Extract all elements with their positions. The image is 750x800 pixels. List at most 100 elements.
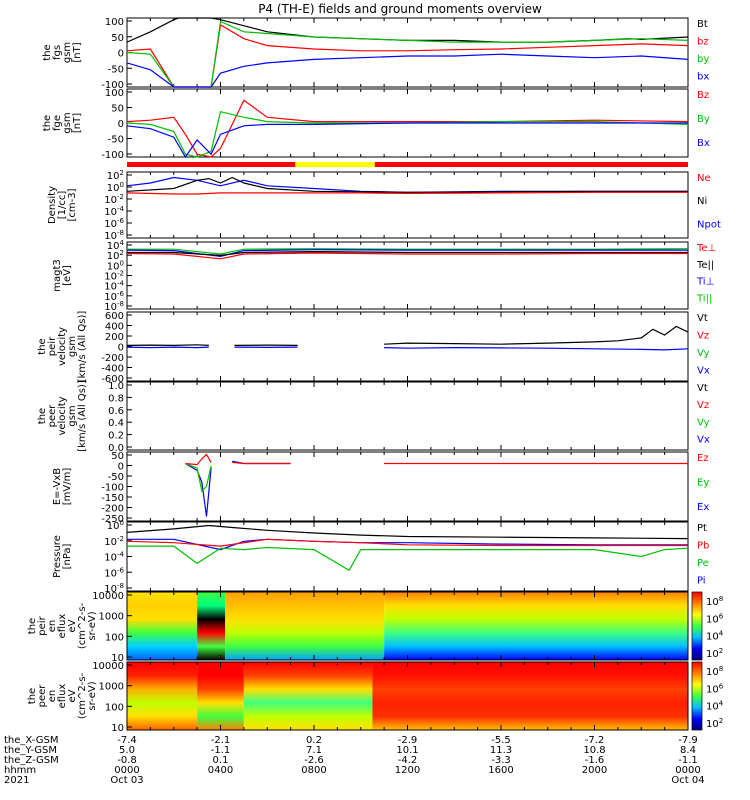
x-column-value: -1.1 xyxy=(678,755,698,766)
y-tick-label: -100 xyxy=(101,80,124,91)
x-column-value: -7.9 xyxy=(678,735,698,746)
y-tick-label: 10-2 xyxy=(104,535,124,548)
legend-item: Vy xyxy=(697,417,710,428)
series-line-Ex xyxy=(185,462,212,517)
y-tick-label: 100 xyxy=(107,519,124,532)
legend-item: Ni xyxy=(697,196,707,207)
series-line-bx xyxy=(126,53,689,88)
y-tick-label: 104 xyxy=(107,239,125,252)
legend-item: Vz xyxy=(697,400,709,411)
panel-8: 100 10-2 10-4 10-6 10-8 Pressure[nPa] Pt Pb Pe Pi xyxy=(52,519,709,595)
mode-segment xyxy=(295,162,375,167)
series-line-By xyxy=(126,110,689,158)
legend-item: Vx xyxy=(697,365,710,376)
panel-1: 100 50 0 -50 -100 thefgsgsm[nT] Bt bz by bx xyxy=(42,17,709,91)
y-tick-label: 10-2 xyxy=(104,270,124,283)
colorbar-tick-label: 104 xyxy=(706,630,724,643)
x-column-value: -7.2 xyxy=(585,735,605,746)
legend-item: by xyxy=(697,54,709,65)
legend-item: Ez xyxy=(697,453,709,464)
colorbar-tick-label: 106 xyxy=(706,612,724,625)
x-column-value: 11.3 xyxy=(490,745,512,756)
y-tick-label: -50 xyxy=(108,472,124,483)
colorbar-tick-label: 106 xyxy=(706,682,724,695)
y-tick-label: -600 xyxy=(101,374,124,385)
y-axis-label: thepeirvelocitygsm[km/s (All Qs)] xyxy=(37,311,88,383)
y-tick-label: 10-4 xyxy=(104,205,124,218)
x-column-value: 0.1 xyxy=(213,755,229,766)
y-tick-label: -50 xyxy=(108,135,124,146)
y-tick-label: 50 xyxy=(111,33,124,44)
x-tick-label: 1200 xyxy=(395,765,420,776)
x-column-value: -2.6 xyxy=(304,755,324,766)
legend-item: Bz xyxy=(697,90,709,101)
y-axis-label: thepeerenefluxeV(cm^2-s-sr-eV) xyxy=(27,672,98,719)
series-line-Ez xyxy=(232,461,291,465)
y-tick-label: 10 xyxy=(111,723,124,734)
x-column-value: 10.1 xyxy=(396,745,418,756)
series-line-Pt xyxy=(126,524,689,540)
y-tick-label: 0 xyxy=(118,343,124,354)
legend-item: Bx xyxy=(697,138,710,149)
y-tick-label: 1.0 xyxy=(108,381,124,392)
colorbar-tick-label: 102 xyxy=(706,717,723,730)
x-date-label: Oct 04 xyxy=(671,775,704,786)
spectrogram-band xyxy=(225,592,385,660)
spectrogram-band xyxy=(197,592,226,660)
x-column-value: -2.9 xyxy=(398,735,418,746)
y-tick-label: 100 xyxy=(105,632,124,643)
legend-item: Vx xyxy=(697,434,710,445)
colorbar-tick-label: 108 xyxy=(706,595,723,608)
series-line-Ez xyxy=(185,453,212,466)
spectrogram-band xyxy=(384,592,688,660)
legend-item: Vt xyxy=(697,383,708,394)
x-column-value: -5.5 xyxy=(491,735,511,746)
y-tick-label: -150 xyxy=(101,493,124,504)
panel-7: 500-50-100-150-200-250 E=-VxB[mV/m] Ez Ey Ex xyxy=(52,451,709,525)
y-tick-label: 200 xyxy=(105,332,124,343)
spectrogram-band xyxy=(243,662,373,730)
y-tick-label: -100 xyxy=(101,483,124,494)
legend-item: bx xyxy=(697,71,709,82)
panel-9: 108 106 104 102 10000 1000 100 10 thepeireneflux… xyxy=(27,591,724,664)
legend-item: Pb xyxy=(697,540,709,551)
series-line-Bx xyxy=(126,122,688,159)
legend-item: bz xyxy=(697,36,709,47)
x-column-value: -4.2 xyxy=(398,755,418,766)
y-tick-label: -200 xyxy=(101,504,124,515)
y-tick-label: -400 xyxy=(101,364,124,375)
y-tick-label: 0.0 xyxy=(108,443,124,454)
legend-item: Vt xyxy=(697,313,708,324)
x-tick-label: 1600 xyxy=(488,765,513,776)
x-column-value: -1.1 xyxy=(211,745,231,756)
mode-segment xyxy=(374,162,688,167)
y-tick-label: 10-6 xyxy=(104,217,124,230)
mode-segment xyxy=(127,162,296,167)
x-tick-label: 0000 xyxy=(114,765,139,776)
y-tick-label: -200 xyxy=(101,353,124,364)
panel-frame xyxy=(126,17,689,88)
spectrogram-band xyxy=(372,662,688,730)
y-axis-label: Density[1/cc][cm-3] xyxy=(47,186,78,224)
series-line-Ti⊥ xyxy=(126,249,688,258)
y-tick-label: -50 xyxy=(108,64,124,75)
x-column-value: -2.1 xyxy=(211,735,231,746)
panel-group: 100500-50-100thefgsgsm[nT]Btbzbybx100500… xyxy=(27,17,724,734)
x-row-label: hhmm xyxy=(4,765,36,776)
y-tick-label: -100 xyxy=(101,150,124,161)
y-tick-label: 10-8 xyxy=(104,300,124,313)
y-tick-label: 10-4 xyxy=(104,551,124,564)
y-tick-label: 600 xyxy=(105,311,124,322)
legend-item: Ti|| xyxy=(696,294,712,305)
y-tick-label: 0.8 xyxy=(108,393,124,404)
y-tick-label: 10-4 xyxy=(104,280,124,293)
y-tick-label: 1000 xyxy=(99,682,124,693)
x-column-value: 5.0 xyxy=(119,745,135,756)
x-tick-label: 0800 xyxy=(301,765,326,776)
x-column-value: 10.8 xyxy=(583,745,605,756)
colorbar-tick-label: 104 xyxy=(706,700,724,713)
series-line-Ti|| xyxy=(127,248,689,255)
